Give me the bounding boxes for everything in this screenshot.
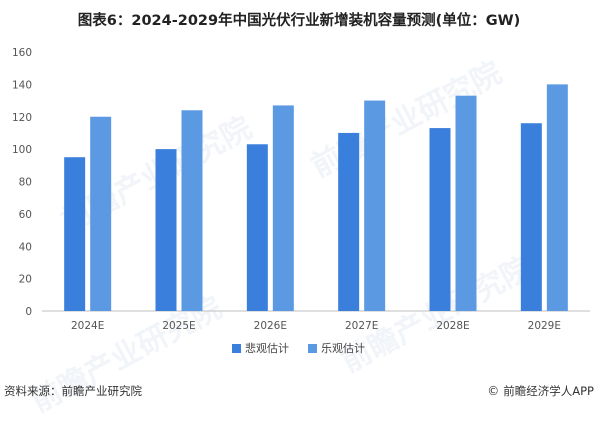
bar-chart: 0 20 40 60 80 100 120 140 160 2024E 2025E 2026E 2027… bbox=[12, 47, 590, 355]
bar-pessimistic bbox=[429, 128, 451, 311]
bar-optimistic bbox=[90, 116, 112, 311]
y-tick-label: 160 bbox=[12, 47, 32, 59]
legend-swatch bbox=[308, 344, 317, 353]
bar-optimistic bbox=[546, 84, 568, 311]
brand-credit: © 前瞻经济学人APP bbox=[487, 383, 594, 399]
y-tick-label: 140 bbox=[12, 79, 32, 91]
y-tick-label: 100 bbox=[12, 144, 32, 156]
bar-pessimistic bbox=[155, 149, 177, 311]
x-tick-label: 2026E bbox=[254, 320, 287, 332]
x-tick-label: 2028E bbox=[436, 320, 469, 332]
bar-pessimistic bbox=[520, 123, 542, 311]
x-tick-label: 2025E bbox=[162, 320, 195, 332]
copyright-icon: © bbox=[487, 384, 500, 398]
y-tick-label: 120 bbox=[12, 112, 32, 124]
source-note: 资料来源：前瞻产业研究院 bbox=[4, 384, 142, 398]
bar-pessimistic bbox=[338, 132, 360, 311]
x-tick-label: 2027E bbox=[345, 320, 378, 332]
bar-optimistic bbox=[364, 100, 386, 311]
y-tick-label: 20 bbox=[19, 274, 32, 286]
brand-label: 前瞻经济学人APP bbox=[503, 384, 594, 398]
chart-title: 图表6：2024-2029年中国光伏行业新增装机容量预测(单位：GW) bbox=[77, 13, 521, 29]
bar-pessimistic bbox=[246, 144, 268, 311]
bar-pessimistic bbox=[64, 157, 86, 311]
y-tick-label: 80 bbox=[19, 177, 32, 189]
legend-swatch bbox=[232, 344, 241, 353]
bar-optimistic bbox=[272, 105, 294, 311]
y-tick-label: 0 bbox=[25, 306, 32, 318]
bar-optimistic bbox=[455, 95, 477, 311]
legend-label: 悲观估计 bbox=[245, 341, 289, 355]
bar-optimistic bbox=[181, 110, 203, 312]
x-tick-label: 2029E bbox=[528, 320, 561, 332]
y-tick-label: 60 bbox=[19, 209, 32, 221]
legend-label: 乐观估计 bbox=[321, 342, 365, 355]
x-tick-label: 2024E bbox=[71, 320, 104, 332]
y-tick-label: 40 bbox=[19, 241, 32, 253]
